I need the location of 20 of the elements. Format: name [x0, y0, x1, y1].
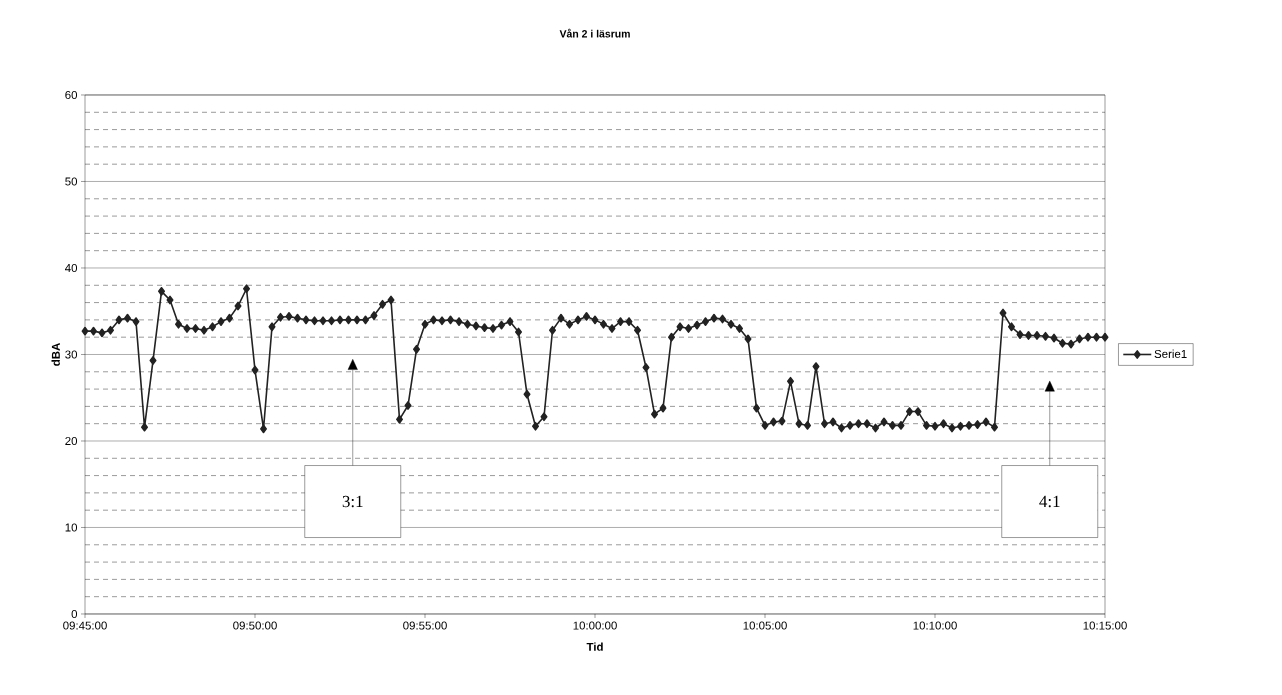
chart-title: Vån 2 i läsrum [559, 28, 630, 38]
y-tick-label: 30 [65, 350, 78, 359]
x-tick-label: 10:05:00 [743, 621, 787, 630]
annotation: 4:1 [1039, 495, 1060, 508]
x-axis-title: Tid [586, 642, 603, 651]
y-tick-label: 60 [65, 90, 78, 100]
y-tick-label: 50 [65, 177, 78, 186]
y-tick-label: 0 [71, 609, 78, 619]
x-tick-label: 10:00:00 [573, 621, 617, 630]
x-tick-label: 10:15:00 [1083, 621, 1127, 630]
x-tick-label: 10:10:00 [913, 621, 957, 630]
x-tick-label: 09:55:00 [403, 621, 447, 630]
y-tick-label: 20 [65, 436, 78, 446]
legend-label: Serie1 [1154, 349, 1187, 358]
annotation: 3:1 [342, 495, 363, 508]
y-tick-label: 40 [65, 263, 78, 273]
x-tick-label: 09:45:00 [63, 621, 107, 630]
y-axis-title: dBA [51, 343, 60, 366]
x-tick-label: 09:50:00 [233, 621, 277, 630]
y-tick-label: 10 [65, 523, 78, 532]
